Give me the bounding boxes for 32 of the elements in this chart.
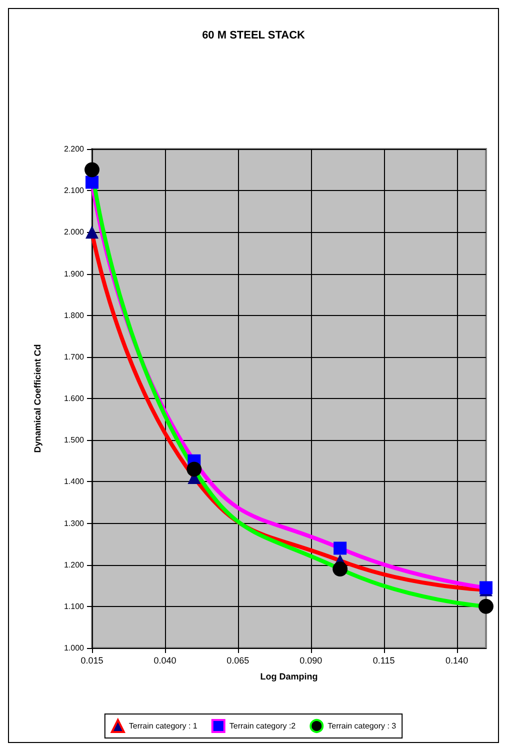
x-tick-label: 0.065 bbox=[226, 656, 250, 666]
legend-label: Terrain category :2 bbox=[229, 722, 296, 730]
y-tick-label: 1.100 bbox=[64, 602, 85, 611]
legend-label: Terrain category : 1 bbox=[128, 722, 198, 730]
x-tick-label: 0.140 bbox=[446, 656, 468, 666]
y-tick-label: 1.800 bbox=[64, 310, 85, 320]
y-tick-label: 1.200 bbox=[64, 560, 85, 570]
point bbox=[86, 226, 98, 239]
point bbox=[478, 598, 494, 614]
point bbox=[84, 162, 100, 178]
x-tick-label: 0.015 bbox=[80, 656, 104, 666]
x-axis-title: Log Damping bbox=[260, 672, 318, 682]
y-tick-label: 1.500 bbox=[64, 436, 85, 445]
y-tick-label: 1.900 bbox=[64, 269, 85, 278]
x-tick-label: 0.115 bbox=[372, 656, 395, 666]
point bbox=[334, 542, 347, 555]
legend-label: Terrain category : 3 bbox=[328, 722, 397, 730]
x-tick-label: 0.090 bbox=[300, 656, 322, 666]
y-tick-label: 1.000 bbox=[64, 644, 85, 652]
y-tick-label: 1.600 bbox=[64, 394, 85, 403]
chart-title: 60 M STEEL STACK bbox=[202, 30, 305, 42]
x-tick-label: 0.040 bbox=[154, 656, 176, 666]
y-tick-label: 1.400 bbox=[64, 477, 85, 486]
y-axis-title: Dynamical Coefficient Cd bbox=[32, 344, 42, 453]
point bbox=[186, 462, 202, 477]
y-tick-label: 2.200 bbox=[64, 144, 85, 154]
y-tick-label: 2.000 bbox=[64, 228, 85, 237]
y-tick-label: 1.300 bbox=[64, 518, 85, 528]
point bbox=[332, 561, 348, 576]
point bbox=[86, 176, 98, 189]
y-tick-label: 2.100 bbox=[64, 186, 85, 196]
y-tick-label: 1.700 bbox=[64, 352, 85, 362]
